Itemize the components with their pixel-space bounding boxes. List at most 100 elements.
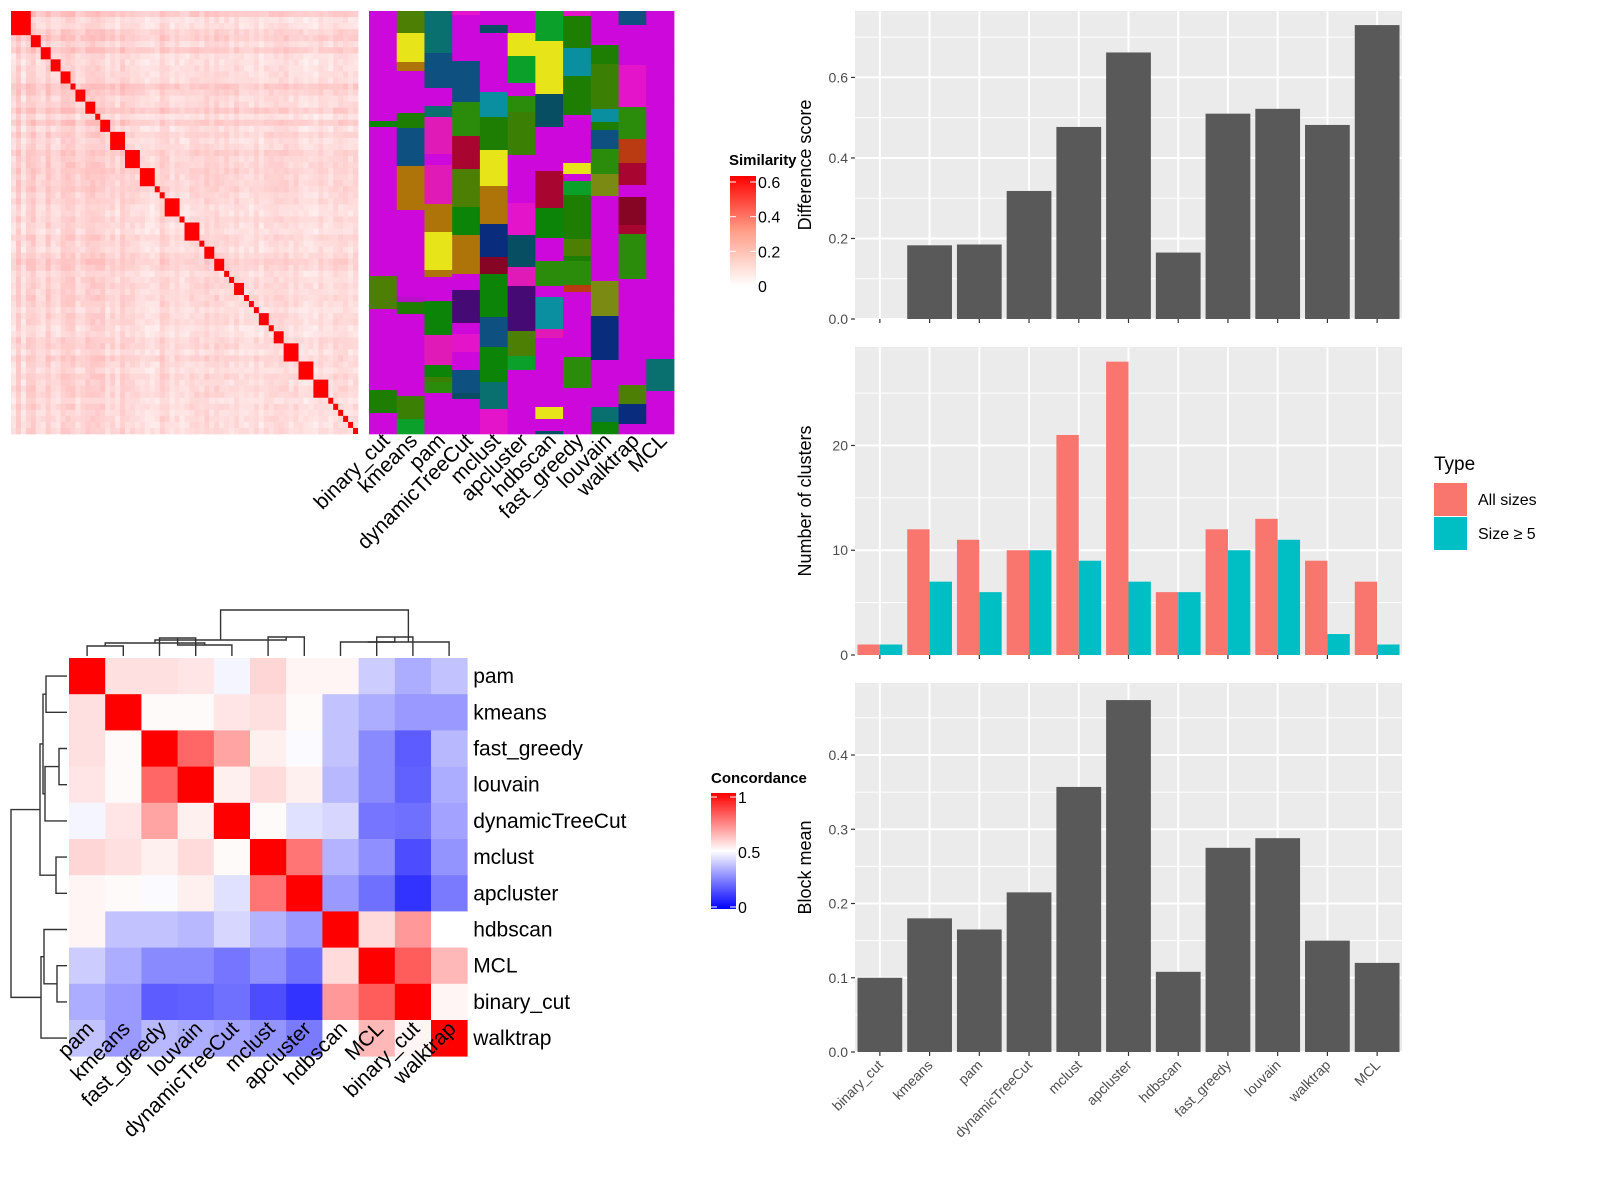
similarity-cell xyxy=(348,427,354,435)
similarity-cell xyxy=(214,180,220,187)
similarity-cell xyxy=(15,186,22,193)
similarity-cell xyxy=(95,276,101,284)
similarity-cell xyxy=(328,313,334,320)
similarity-cell xyxy=(184,59,190,66)
similarity-cell xyxy=(219,301,225,308)
similarity-cell xyxy=(70,385,76,393)
similarity-cell xyxy=(75,29,81,36)
similarity-cell xyxy=(308,119,314,127)
similarity-cell xyxy=(243,246,250,254)
similarity-cell xyxy=(184,89,190,96)
similarity-cell xyxy=(20,361,27,368)
similarity-cell xyxy=(45,427,52,435)
similarity-cell xyxy=(318,264,324,272)
similarity-cell xyxy=(219,125,225,133)
similarity-cell xyxy=(40,210,47,217)
similarity-cell xyxy=(40,409,47,417)
similarity-cell xyxy=(60,198,66,205)
similarity-cell xyxy=(338,180,344,187)
similarity-cell xyxy=(184,385,190,393)
similarity-cell xyxy=(15,367,22,374)
similarity-cell xyxy=(164,41,171,48)
similarity-cell xyxy=(204,53,210,60)
similarity-cell xyxy=(338,349,344,356)
similarity-cell xyxy=(110,385,116,393)
similarity-cell xyxy=(80,113,86,121)
similarity-cell xyxy=(204,258,210,266)
similarity-cell xyxy=(110,65,116,72)
similarity-cell xyxy=(70,349,76,356)
similarity-cell xyxy=(100,41,106,48)
similarity-cell xyxy=(144,288,151,296)
similarity-cell xyxy=(333,125,339,133)
similarity-cell xyxy=(15,228,22,235)
similarity-cell xyxy=(288,168,294,175)
similarity-cell xyxy=(343,319,349,326)
similarity-cell xyxy=(125,89,131,96)
similarity-cell xyxy=(288,95,294,103)
similarity-cell xyxy=(164,95,171,103)
similarity-diagonal-block xyxy=(348,421,354,428)
similarity-cell xyxy=(293,367,299,374)
similarity-cell xyxy=(164,337,171,344)
similarity-cell xyxy=(258,59,265,66)
similarity-cell xyxy=(263,307,270,314)
similarity-cell xyxy=(100,11,106,18)
similarity-cell xyxy=(159,143,166,151)
similarity-cell xyxy=(194,168,200,175)
similarity-cell xyxy=(125,192,131,199)
similarity-cell xyxy=(70,319,76,326)
similarity-cell xyxy=(105,355,111,362)
similarity-cell xyxy=(184,373,190,381)
similarity-cell xyxy=(258,29,265,36)
similarity-cell xyxy=(154,337,161,344)
similarity-cell xyxy=(169,11,175,18)
similarity-cell xyxy=(219,343,225,350)
similarity-cell xyxy=(288,83,294,90)
similarity-cell xyxy=(129,240,136,248)
similarity-cell xyxy=(288,65,294,72)
similarity-cell xyxy=(268,228,275,235)
similarity-cell xyxy=(179,125,185,133)
similarity-cell xyxy=(30,53,37,60)
similarity-cell xyxy=(164,301,171,308)
similarity-cell xyxy=(115,119,121,127)
similarity-cell xyxy=(263,192,270,199)
similarity-cell xyxy=(229,77,235,84)
similarity-cell xyxy=(293,23,299,30)
similarity-cell xyxy=(293,59,299,66)
similarity-cell xyxy=(343,210,349,217)
similarity-cell xyxy=(328,276,334,284)
similarity-cell xyxy=(209,71,215,78)
similarity-cell xyxy=(229,204,235,211)
similarity-cell xyxy=(50,162,57,169)
similarity-cell xyxy=(234,149,240,157)
similarity-cell xyxy=(303,349,309,356)
similarity-cell xyxy=(15,373,22,381)
similarity-cell xyxy=(45,119,52,127)
similarity-cell xyxy=(278,403,285,411)
similarity-cell xyxy=(30,77,37,84)
similarity-cell xyxy=(313,156,319,163)
similarity-cell xyxy=(125,180,131,187)
similarity-cell xyxy=(55,391,61,399)
similarity-cell xyxy=(80,186,86,193)
similarity-cell xyxy=(313,264,319,272)
similarity-cell xyxy=(115,276,121,284)
similarity-cell xyxy=(323,59,329,66)
similarity-cell xyxy=(85,319,91,326)
similarity-cell xyxy=(45,95,52,103)
similarity-cell xyxy=(174,131,180,139)
similarity-cell xyxy=(338,149,344,157)
similarity-cell xyxy=(219,137,225,145)
similarity-cell xyxy=(219,421,225,429)
similarity-cell xyxy=(303,246,309,254)
similarity-cell xyxy=(110,204,116,211)
similarity-cell xyxy=(60,246,66,254)
similarity-cell xyxy=(149,282,156,290)
similarity-cell xyxy=(139,240,146,248)
similarity-cell xyxy=(45,65,52,72)
similarity-cell xyxy=(134,125,141,133)
similarity-cell xyxy=(139,113,146,121)
similarity-diagonal-block xyxy=(40,47,51,60)
